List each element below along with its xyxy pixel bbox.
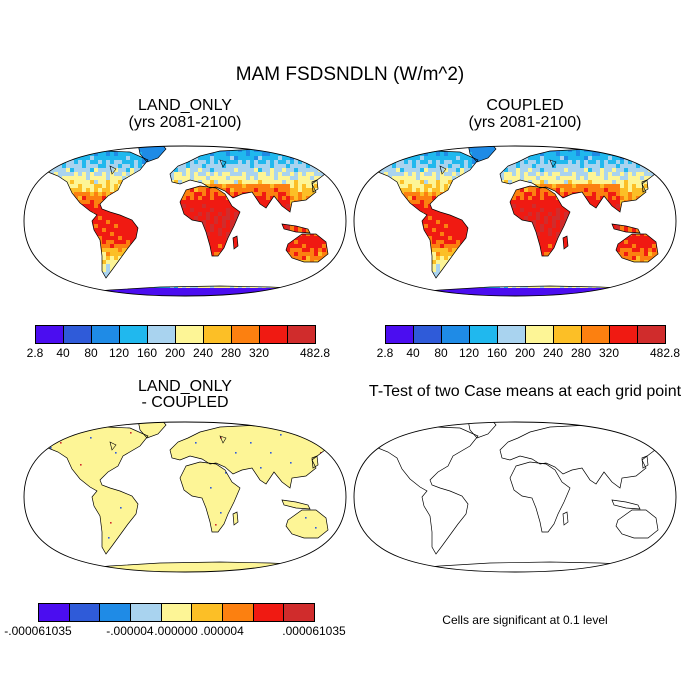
coupled-colorbar: 2.8 40 80 120 160 200 240 280 320 482.8 [377, 325, 680, 365]
coupled-years: (yrs 2081-2100) [468, 114, 582, 131]
coupled-title: COUPLED [486, 97, 564, 114]
colorbar-label: 280 [220, 346, 242, 360]
land-only-colorbar: 2.8 40 80 120 160 200 240 280 320 482.8 [27, 325, 330, 365]
land-only-years: (yrs 2081-2100) [128, 114, 242, 131]
colorbar-swatch [160, 603, 193, 622]
colorbar-label: .000061035 [282, 624, 346, 638]
map-border [23, 421, 347, 573]
colorbar-label: 482.8 [649, 346, 681, 360]
map-border [353, 145, 677, 297]
ttest-title: T-Test of two Case means at each grid po… [368, 383, 682, 400]
colorbar-swatch [119, 325, 148, 344]
colorbar-label: 2.8 [376, 346, 394, 360]
coupled-map [353, 145, 677, 297]
colorbar-swatch [469, 325, 498, 344]
colorbar-label: 40 [406, 346, 420, 360]
colorbar-swatch [38, 603, 70, 622]
difference-title: LAND_ONLY [138, 378, 232, 395]
main-title: MAM FSDSNDLN (W/m^2) [235, 64, 465, 85]
colorbar-swatch [553, 325, 582, 344]
colorbar-label: 320 [248, 346, 270, 360]
difference-subtitle: - COUPLED [141, 394, 229, 411]
coastlines [37, 146, 339, 296]
difference-map [23, 421, 347, 573]
colorbar-swatch [99, 603, 131, 622]
significance-note: Cells are significant at 0.1 level [442, 613, 608, 627]
colorbar-swatch [222, 603, 254, 622]
colorbar-swatch [130, 603, 162, 622]
colorbar-swatch [385, 325, 414, 344]
colorbar-label: 80 [84, 346, 98, 360]
colorbar-swatch [231, 325, 260, 344]
colorbar-label: 160 [486, 346, 508, 360]
colorbar-swatch [63, 325, 92, 344]
map-border [353, 421, 677, 573]
colorbar-swatch [413, 325, 442, 344]
colorbar-swatch [35, 325, 64, 344]
colorbar-label: .000000 [154, 624, 198, 638]
colorbar-swatch [68, 603, 101, 622]
colorbar-swatch [287, 325, 316, 344]
ttest-map [353, 421, 677, 573]
colorbar-label: 40 [56, 346, 70, 360]
colorbar-label: 2.8 [26, 346, 44, 360]
colorbar-swatch [91, 325, 120, 344]
colorbar-label: 120 [458, 346, 480, 360]
colorbar-swatch [497, 325, 526, 344]
colorbar-label: 320 [598, 346, 620, 360]
difference-colorbar: -.000061035 -.000004.000000.000004 .000061… [4, 603, 346, 643]
colorbar-label: 120 [108, 346, 130, 360]
map-border [23, 145, 347, 297]
colorbar-swatch [637, 325, 666, 344]
colorbar-label: -.000004 [106, 624, 154, 638]
colorbar-swatch [441, 325, 470, 344]
colorbar-swatch [259, 325, 288, 344]
land-only-map [23, 145, 347, 297]
colorbar-swatch [525, 325, 554, 344]
colorbar-label: 482.8 [299, 346, 331, 360]
colorbar-swatch [191, 603, 223, 622]
colorbar-label: .000004 [200, 624, 244, 638]
colorbar-swatch [283, 603, 315, 622]
colorbar-label: 280 [570, 346, 592, 360]
colorbar-label: 200 [164, 346, 186, 360]
ocean-background [354, 422, 676, 572]
colorbar-label: 240 [542, 346, 564, 360]
colorbar-label: 200 [514, 346, 536, 360]
land-only-title: LAND_ONLY [138, 97, 232, 114]
colorbar-label: 160 [136, 346, 158, 360]
colorbar-label: 240 [192, 346, 214, 360]
colorbar-swatch [581, 325, 610, 344]
colorbar-label: -.000061035 [4, 624, 72, 638]
colorbar-swatch [175, 325, 204, 344]
colorbar-swatch [609, 325, 638, 344]
colorbar-swatch [147, 325, 176, 344]
colorbar-swatch [203, 325, 232, 344]
colorbar-label: 80 [434, 346, 448, 360]
colorbar-swatch [252, 603, 285, 622]
